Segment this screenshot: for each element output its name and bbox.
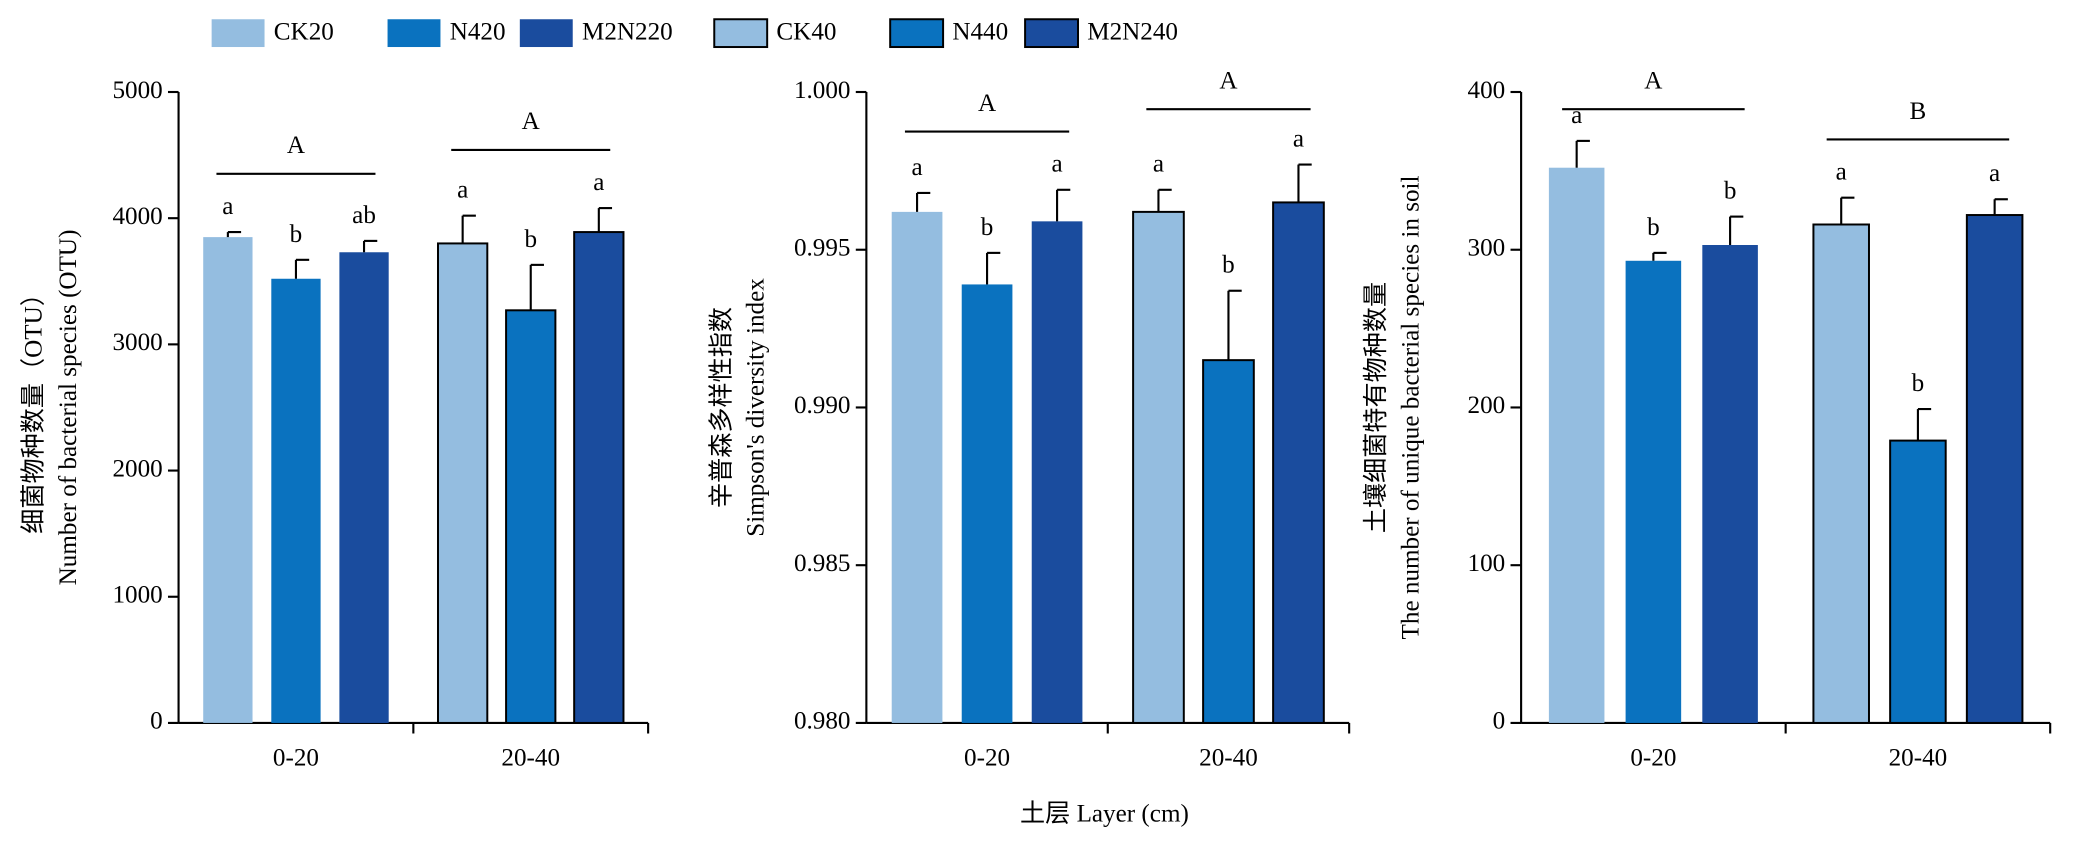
bar (271, 278, 321, 723)
legend-swatch (387, 19, 441, 48)
y-tick-label: 0 (150, 708, 163, 735)
y-tick-label: 0.995 (794, 234, 851, 261)
y-tick-label: 100 (1468, 550, 1506, 577)
bar (1625, 260, 1682, 723)
legend-swatch (713, 18, 769, 49)
bar (339, 252, 389, 723)
group-letter: B (1910, 98, 1927, 125)
y-tick-label: 0.980 (794, 708, 851, 735)
bar (505, 309, 557, 724)
bar (1702, 245, 1758, 723)
significance-letter: a (1293, 126, 1304, 153)
bar (1889, 439, 1947, 724)
bar (203, 237, 253, 723)
x-tick-label: 20-40 (1199, 745, 1258, 772)
y-tick-label: 3000 (112, 329, 162, 356)
legend-label: M2N220 (582, 19, 673, 46)
significance-letter: a (222, 193, 233, 220)
bar (961, 284, 1013, 723)
y-axis-label: The number of unique bacterial species i… (1397, 175, 1424, 639)
y-axis-label: 细菌物种数量（OTU） (19, 281, 47, 534)
y-tick-label: 200 (1468, 392, 1506, 419)
group-letter: A (1219, 68, 1237, 95)
bar (1031, 221, 1083, 723)
legend-swatch (211, 19, 265, 48)
bar (1965, 214, 2024, 724)
bar (1132, 210, 1185, 724)
significance-letter: ab (352, 202, 376, 229)
significance-letter: a (593, 169, 604, 196)
group-letter: A (978, 90, 996, 117)
y-tick-label: 0.985 (794, 550, 851, 577)
significance-letter: a (911, 154, 922, 181)
y-tick-label: 0 (1493, 708, 1506, 735)
y-axis-label: 辛普森多样性指数 (707, 307, 735, 508)
x-tick-label: 0-20 (273, 745, 319, 772)
bar (891, 211, 943, 723)
legend-swatch (1024, 18, 1079, 49)
significance-letter: b (1724, 178, 1737, 205)
significance-letter: b (290, 221, 303, 248)
significance-letter: a (457, 177, 468, 204)
y-tick-label: 1000 (112, 582, 162, 609)
legend-label: CK20 (274, 19, 334, 46)
legend-label: N440 (952, 19, 1008, 46)
significance-letter: b (1647, 214, 1660, 241)
y-tick-label: 5000 (112, 77, 162, 104)
x-tick-label: 0-20 (964, 745, 1010, 772)
significance-letter: b (1912, 370, 1925, 397)
y-axis-label: 土壤细菌特有物种数量 (1362, 282, 1390, 533)
significance-letter: b (524, 226, 537, 253)
bar (1812, 223, 1870, 724)
significance-letter: a (1989, 160, 2000, 187)
significance-letter: b (1222, 252, 1235, 279)
x-tick-label: 20-40 (1889, 745, 1948, 772)
legend-label: N420 (450, 19, 506, 46)
bar (1202, 359, 1255, 724)
x-axis-label: 土层 Layer (cm) (1020, 799, 1189, 827)
y-tick-label: 2000 (112, 455, 162, 482)
significance-letter: a (1836, 159, 1847, 186)
x-tick-label: 20-40 (501, 745, 560, 772)
y-tick-label: 300 (1468, 234, 1506, 261)
bar (437, 242, 489, 724)
significance-letter: b (981, 214, 994, 241)
legend-label: CK40 (776, 19, 836, 46)
significance-letter: a (1571, 102, 1582, 129)
bar (1548, 167, 1605, 723)
x-tick-label: 0-20 (1630, 745, 1676, 772)
y-axis-label: Number of bacterial species (OTU) (55, 230, 82, 586)
group-letter: A (522, 108, 540, 135)
bar (573, 231, 625, 724)
legend-swatch (519, 19, 573, 48)
group-letter: A (1644, 68, 1662, 95)
y-axis-label: Simpson's diversity index (743, 278, 770, 537)
legend-label: M2N240 (1087, 19, 1178, 46)
y-tick-label: 0.990 (794, 392, 851, 419)
y-tick-label: 4000 (112, 203, 162, 230)
significance-letter: a (1153, 151, 1164, 178)
group-letter: A (287, 132, 305, 159)
bar (1272, 201, 1325, 724)
y-tick-label: 400 (1468, 77, 1506, 104)
legend-swatch (889, 18, 945, 49)
significance-letter: a (1051, 151, 1062, 178)
y-tick-label: 1.000 (794, 77, 851, 104)
